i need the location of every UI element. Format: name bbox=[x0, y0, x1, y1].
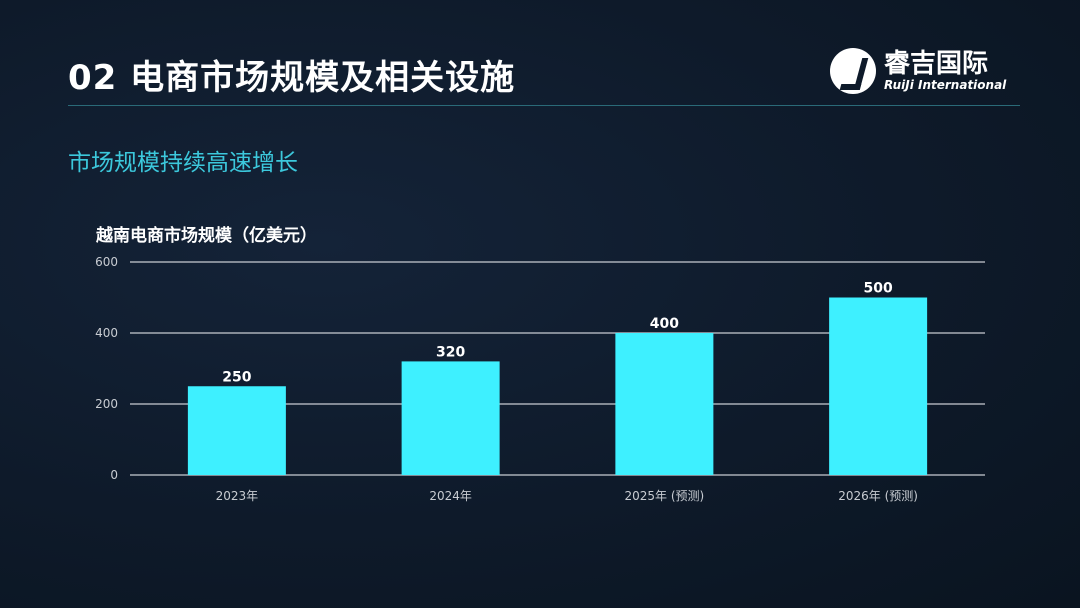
y-tick-label: 400 bbox=[95, 326, 118, 340]
logo-cn: 睿吉国际 bbox=[884, 49, 989, 79]
bar bbox=[187, 386, 286, 475]
data-label: 400 bbox=[650, 316, 679, 332]
subtitle: 市场规模持续高速增长 bbox=[68, 150, 298, 176]
data-label: 250 bbox=[222, 369, 251, 385]
x-tick-label: 2025年 (预测) bbox=[625, 489, 705, 503]
y-tick-label: 0 bbox=[110, 468, 118, 482]
x-tick-label: 2023年 bbox=[216, 489, 259, 503]
y-tick-label: 600 bbox=[95, 255, 118, 269]
bar bbox=[401, 361, 500, 475]
chart-title: 越南电商市场规模（亿美元） bbox=[96, 226, 317, 246]
bar bbox=[829, 297, 928, 475]
bar bbox=[615, 333, 714, 475]
x-tick-label: 2024年 bbox=[429, 489, 472, 503]
title-divider bbox=[68, 105, 1020, 106]
x-tick-label: 2026年 (预测) bbox=[838, 489, 918, 503]
logo: 睿吉国际 RuiJi International bbox=[830, 48, 1006, 94]
data-label: 500 bbox=[864, 281, 893, 297]
page-title: 02 电商市场规模及相关设施 bbox=[68, 58, 516, 98]
ruiji-logo-icon bbox=[830, 48, 876, 94]
logo-en: RuiJi International bbox=[884, 78, 1007, 92]
y-tick-label: 200 bbox=[95, 397, 118, 411]
data-label: 320 bbox=[436, 344, 465, 360]
